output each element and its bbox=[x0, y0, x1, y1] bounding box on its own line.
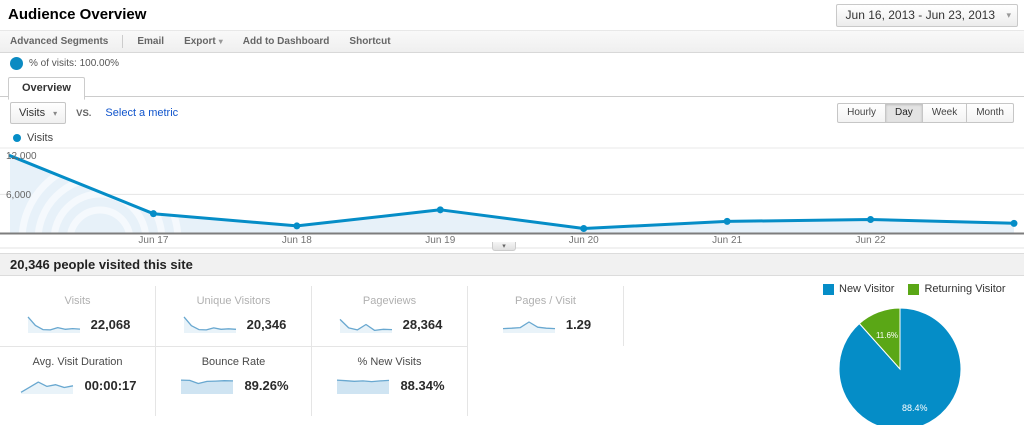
visitors-summary-text: 20,346 people visited this site bbox=[10, 257, 193, 272]
header: Audience Overview Jun 16, 2013 - Jun 23,… bbox=[0, 0, 1024, 30]
legend-swatch-icon bbox=[908, 283, 920, 295]
chart-expander-button[interactable]: ▾ bbox=[492, 242, 516, 251]
email-button[interactable]: Email bbox=[137, 36, 165, 47]
metric-sparkline bbox=[21, 381, 74, 394]
svg-text:Jun 21: Jun 21 bbox=[712, 235, 742, 246]
series-dot-icon bbox=[13, 134, 21, 142]
granularity-week[interactable]: Week bbox=[922, 103, 968, 123]
metric-sparkline bbox=[183, 316, 236, 333]
pie-legend-label: New Visitor bbox=[839, 283, 895, 295]
metric-label[interactable]: Pageviews bbox=[362, 295, 417, 307]
metric-card: Bounce Rate 89.26% bbox=[156, 346, 312, 416]
timeline-chart-area: 6,000 12,000 Jun 17 Jun 18 Jun 19 Jun 20 Jun 2… bbox=[0, 145, 1024, 250]
export-button[interactable]: Export ▾ bbox=[174, 36, 233, 47]
svg-text:88.4%: 88.4% bbox=[902, 403, 928, 413]
chart-legend-label: Visits bbox=[27, 132, 54, 144]
date-range-label: Jun 16, 2013 - Jun 23, 2013 bbox=[845, 8, 995, 22]
chart-legend: Visits bbox=[13, 132, 53, 144]
metric-selector-dropdown[interactable]: Visits ▾ bbox=[10, 102, 67, 124]
metric-card: Unique Visitors 20,346 bbox=[156, 286, 312, 346]
metric-label[interactable]: Bounce Rate bbox=[201, 356, 266, 368]
granularity-buttons: Hourly Day Week Month bbox=[837, 103, 1014, 123]
granularity-hourly[interactable]: Hourly bbox=[837, 103, 887, 123]
metric-sparkline bbox=[27, 316, 80, 333]
metric-label[interactable]: Avg. Visit Duration bbox=[32, 356, 123, 368]
export-label: Export bbox=[184, 36, 216, 47]
metric-label[interactable]: Visits bbox=[64, 295, 91, 307]
metric-value: 20,346 bbox=[246, 316, 287, 332]
metric-sparkline bbox=[339, 318, 392, 333]
visits-timeline-chart[interactable]: 6,000 12,000 Jun 17 Jun 18 Jun 19 Jun 20 Jun 2… bbox=[0, 145, 1024, 250]
svg-text:Jun 18: Jun 18 bbox=[282, 235, 312, 246]
metric-label[interactable]: Unique Visitors bbox=[196, 295, 271, 307]
metric-sparkline bbox=[337, 379, 390, 394]
metric-value: 89.26% bbox=[244, 377, 289, 393]
chevron-down-icon: ▾ bbox=[502, 242, 506, 250]
legend-swatch-icon bbox=[823, 283, 834, 295]
pie-slice bbox=[838, 307, 962, 425]
page-title: Audience Overview bbox=[8, 6, 147, 23]
chevron-down-icon: ▾ bbox=[53, 108, 58, 118]
metric-label[interactable]: Pages / Visit bbox=[515, 295, 576, 307]
svg-text:6,000: 6,000 bbox=[6, 190, 31, 201]
metrics-grid: Visits 22,068 Unique Visitors 20,346 Pagevie… bbox=[0, 286, 624, 416]
metric-card: Pages / Visit 1.29 bbox=[468, 286, 624, 346]
metric-value: 00:00:17 bbox=[84, 377, 137, 393]
metric-value: 22,068 bbox=[90, 316, 131, 332]
tab-overview[interactable]: Overview bbox=[8, 77, 85, 100]
metric-card: Visits 22,068 bbox=[0, 286, 156, 346]
metric-label[interactable]: % New Visits bbox=[357, 356, 422, 368]
metric-card: % New Visits 88.34% bbox=[312, 346, 468, 416]
add-to-dashboard-button[interactable]: Add to Dashboard bbox=[242, 36, 330, 47]
visitor-type-area: New Visitor Returning Visitor 88.4% 11.6% bbox=[660, 278, 1024, 425]
metric-sparkline bbox=[181, 379, 234, 394]
svg-text:Jun 19: Jun 19 bbox=[425, 235, 455, 246]
metric-controls: Visits ▾ VS. Select a metric bbox=[10, 102, 178, 124]
metric-card: Avg. Visit Duration 00:00:17 bbox=[0, 346, 156, 416]
segment-circle-icon bbox=[10, 57, 23, 70]
pie-legend-item: Returning Visitor bbox=[908, 283, 1006, 295]
segment-label: % of visits: 100.00% bbox=[29, 58, 120, 69]
overview-metrics-section: Visits 22,068 Unique Visitors 20,346 Pagevie… bbox=[0, 278, 1024, 425]
toolbar: Advanced Segments Email Export ▾ Add to D… bbox=[0, 30, 1024, 53]
pie-slice bbox=[858, 307, 901, 371]
visitor-type-pie[interactable]: 88.4% 11.6% bbox=[838, 307, 962, 425]
svg-text:Jun 22: Jun 22 bbox=[856, 235, 886, 246]
granularity-month[interactable]: Month bbox=[967, 103, 1014, 123]
metric-card-empty bbox=[468, 346, 624, 416]
metric-value: 1.29 bbox=[565, 316, 592, 332]
select-a-metric-link[interactable]: Select a metric bbox=[105, 107, 179, 119]
svg-text:12,000: 12,000 bbox=[6, 151, 37, 162]
metric-selector-label: Visits bbox=[19, 107, 46, 119]
segment-chip[interactable]: % of visits: 100.00% bbox=[10, 57, 119, 70]
date-range-selector[interactable]: Jun 16, 2013 - Jun 23, 2013 ▾ bbox=[835, 4, 1018, 27]
svg-text:11.6%: 11.6% bbox=[876, 331, 898, 340]
metric-value: 28,364 bbox=[402, 316, 443, 332]
shortcut-button[interactable]: Shortcut bbox=[349, 36, 391, 47]
granularity-day[interactable]: Day bbox=[886, 103, 923, 123]
svg-text:Jun 17: Jun 17 bbox=[138, 235, 168, 246]
svg-text:Jun 20: Jun 20 bbox=[569, 235, 599, 246]
metric-card: Pageviews 28,364 bbox=[312, 286, 468, 346]
toolbar-divider bbox=[122, 35, 124, 48]
tab-bar: Overview bbox=[0, 76, 1024, 100]
metric-value: 88.34% bbox=[400, 377, 445, 393]
visitors-summary-bar: 20,346 people visited this site bbox=[0, 253, 1024, 276]
chevron-down-icon: ▾ bbox=[218, 37, 223, 46]
pie-legend: New Visitor Returning Visitor bbox=[823, 283, 1006, 295]
advanced-segments-button[interactable]: Advanced Segments bbox=[10, 36, 109, 47]
vs-label: VS. bbox=[76, 107, 92, 119]
pie-legend-item: New Visitor bbox=[823, 283, 894, 295]
metric-sparkline bbox=[502, 321, 555, 333]
pie-legend-label: Returning Visitor bbox=[924, 283, 1006, 295]
chevron-down-icon: ▾ bbox=[1006, 10, 1011, 20]
